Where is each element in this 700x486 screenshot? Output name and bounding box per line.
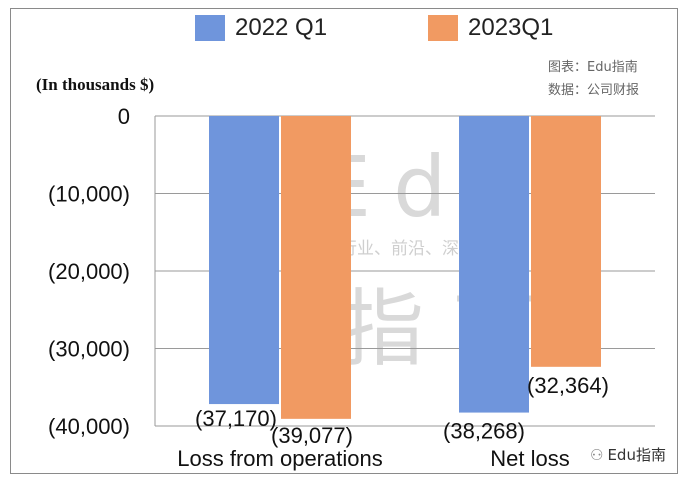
legend-item-2023q1: 2023Q1 <box>428 14 553 42</box>
y-tick-label: 0 <box>118 104 130 129</box>
data-label: (37,170) <box>195 406 277 431</box>
bar-2023q1-1 <box>531 116 601 367</box>
legend-swatch-2023q1 <box>428 15 458 41</box>
legend-item-2022q1: 2022 Q1 <box>195 14 327 42</box>
footer-brand: ⚇ Edu指南 <box>590 444 666 465</box>
wechat-icon: ⚇ <box>590 445 604 464</box>
source-chart-credit: 图表：Edu指南 <box>548 60 638 75</box>
x-tick-label: Net loss <box>490 446 569 471</box>
footer-text: Edu指南 <box>607 446 666 464</box>
y-tick-label: (20,000) <box>48 259 130 284</box>
y-tick-label: (40,000) <box>48 414 130 439</box>
source-data-credit: 数据：公司财报 <box>548 83 640 98</box>
y-tick-label: (30,000) <box>48 337 130 362</box>
bar-2023q1-0 <box>281 116 351 419</box>
legend-label-2022q1: 2022 Q1 <box>235 14 328 41</box>
data-label: (32,364) <box>527 373 609 398</box>
data-label: (38,268) <box>443 419 525 444</box>
legend-swatch-2022q1 <box>195 15 225 41</box>
data-label: (39,077) <box>271 423 353 448</box>
bar-2022q1-0 <box>209 116 279 405</box>
x-tick-label: Loss from operations <box>177 446 382 471</box>
units-label: (In thousands $) <box>36 75 155 94</box>
bar-2022q1-1 <box>459 116 529 413</box>
y-tick-label: (10,000) <box>48 182 130 207</box>
legend-label-2023q1: 2023Q1 <box>468 14 554 41</box>
